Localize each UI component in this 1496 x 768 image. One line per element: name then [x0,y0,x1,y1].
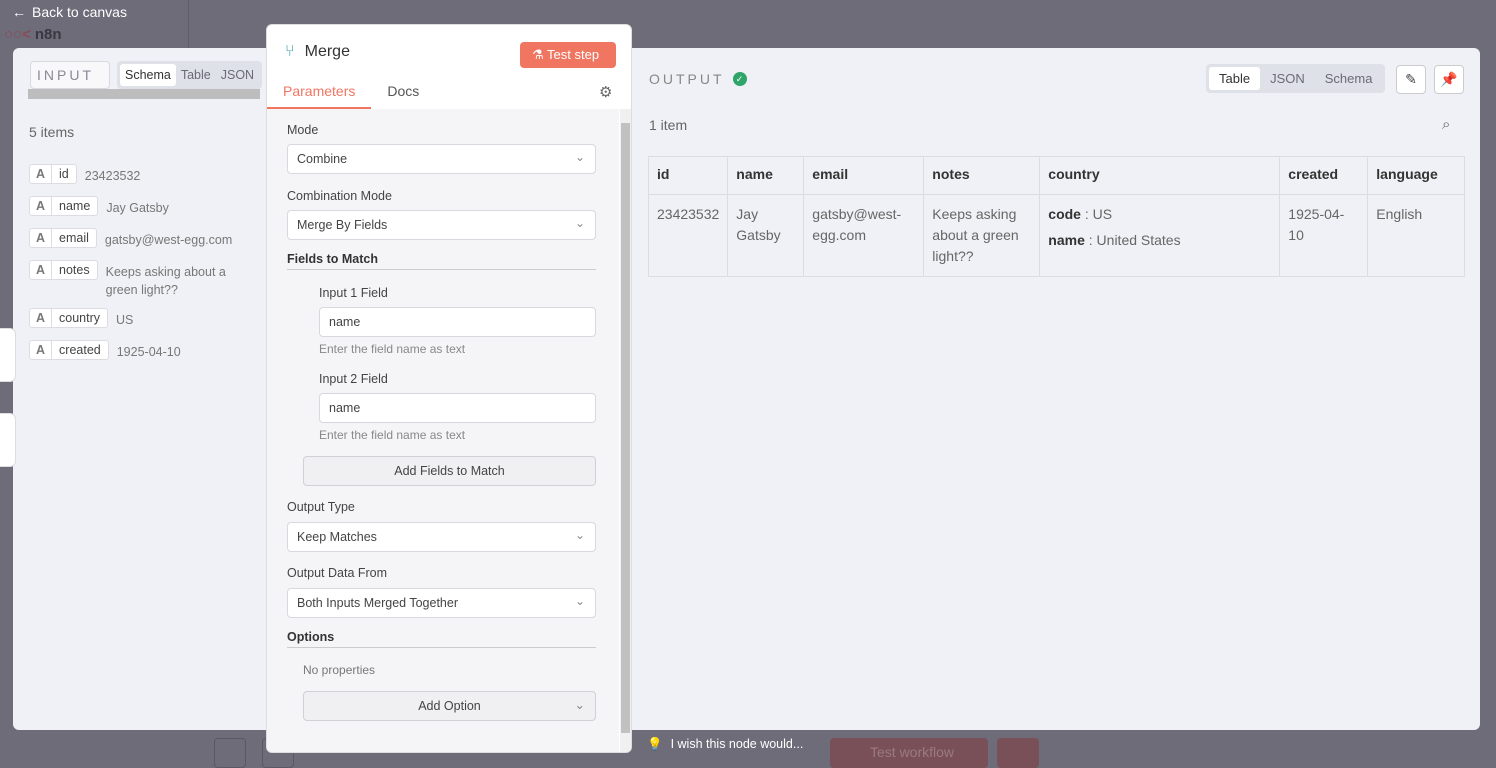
output-data-from-select[interactable]: Both Inputs Merged Together ⌄ [287,588,596,618]
input-handle[interactable] [0,413,16,467]
input2-hint: Enter the field name as text [319,428,466,442]
cell: code : US name : United States [1039,194,1281,277]
tab-table[interactable]: Table [1209,67,1261,90]
back-to-canvas-button[interactable]: ← Back to canvas [12,4,127,20]
column-header: email [803,156,925,195]
output-title: OUTPUT ✓ [649,71,747,87]
string-type-icon: A [30,261,53,279]
cell: Jay Gatsby [727,194,805,277]
table-row: 23423532 Jay Gatsby gatsby@west-egg.com … [647,194,1466,277]
input1-field-input[interactable]: name [319,307,596,337]
chevron-down-icon: ⌄ [574,216,585,230]
output-table: id name email notes country created lang… [647,156,1466,277]
chevron-down-icon: ⌄ [574,150,585,164]
output-item-count: 1 item [649,117,688,133]
pin-icon[interactable]: 📌 [1434,65,1464,94]
delete-button[interactable] [997,738,1039,768]
output-type-label: Output Type [287,500,355,514]
arrow-left-icon: ← [12,4,26,20]
string-type-icon: A [30,229,53,247]
column-header: id [647,156,729,195]
combination-mode-select[interactable]: Merge By Fields ⌄ [287,210,596,240]
mode-label: Mode [287,123,319,137]
feedback-link[interactable]: 💡 I wish this node would... [647,737,804,751]
column-header: language [1367,156,1466,195]
input-handle[interactable] [0,328,16,382]
test-step-button[interactable]: ⚗ Test step [520,42,616,68]
cell: English [1367,194,1466,277]
string-type-icon: A [30,341,53,359]
column-header: name [727,156,805,195]
chevron-down-icon: ⌄ [574,528,585,542]
tab-schema[interactable]: Schema [1324,71,1373,86]
tab-json[interactable]: JSON [1270,71,1305,86]
input1-field-label: Input 1 Field [319,286,388,300]
string-type-icon: A [30,309,53,327]
add-fields-to-match-button[interactable]: Add Fields to Match [303,456,596,486]
search-icon[interactable]: ⌕ [1442,116,1451,133]
input-tabs: Schema Table JSON [117,61,262,89]
test-workflow-button[interactable]: Test workflow [830,738,988,768]
input2-field-input[interactable]: name [319,393,596,423]
column-header: created [1279,156,1369,195]
output-tabs: Table JSON Schema [1206,64,1386,93]
check-circle-icon: ✓ [732,72,747,86]
add-option-button[interactable]: Add Option ⌄ [303,691,596,721]
string-type-icon: A [30,165,53,183]
combination-mode-label: Combination Mode [287,189,392,203]
string-type-icon: A [30,197,53,215]
chevron-down-icon: ⌄ [574,594,585,608]
pencil-icon[interactable]: ✎ [1396,65,1426,94]
flask-icon: ⚗ [532,47,548,62]
cell: 23423532 [647,194,729,277]
lightbulb-icon: 💡 [647,737,663,751]
tab-table[interactable]: Table [180,68,211,82]
horizontal-scrollbar[interactable] [28,89,260,99]
fields-to-match-heading: Fields to Match [287,252,596,270]
node-parameters-panel: ⑂ Merge ⚗ Test step Parameters Docs ⚙ Mod… [266,24,632,753]
n8n-logo: ○○< n8n [4,26,62,43]
divider [188,0,189,48]
tab-docs[interactable]: Docs [387,83,420,99]
input2-field-label: Input 2 Field [319,372,388,386]
output-type-select[interactable]: Keep Matches ⌄ [287,522,596,552]
fit-view-button[interactable] [214,738,246,768]
table-header: id name email notes country created lang… [647,156,1466,195]
node-title[interactable]: Merge [304,43,350,60]
tab-json[interactable]: JSON [220,68,255,82]
cell: 1925-04-10 [1279,194,1369,277]
gear-icon[interactable]: ⚙ [599,84,613,101]
tab-parameters[interactable]: Parameters [267,81,372,109]
input-selector[interactable]: INPUT [30,61,110,89]
cell: Keeps asking about a green light?? [923,194,1041,277]
vertical-scrollbar[interactable] [620,109,631,752]
output-data-from-label: Output Data From [287,566,388,580]
input-item-count: 5 items [29,124,75,140]
input1-hint: Enter the field name as text [319,342,466,356]
mode-select[interactable]: Combine ⌄ [287,144,596,174]
column-header: country [1039,156,1281,195]
chevron-down-icon: ⌄ [574,698,585,712]
no-properties-text: No properties [303,663,376,677]
column-header: notes [923,156,1041,195]
tab-schema[interactable]: Schema [120,64,176,86]
ndv-panel [13,48,1480,730]
options-heading: Options [287,630,596,648]
cell: gatsby@west-egg.com [803,194,925,277]
merge-icon: ⑂ [285,43,295,60]
